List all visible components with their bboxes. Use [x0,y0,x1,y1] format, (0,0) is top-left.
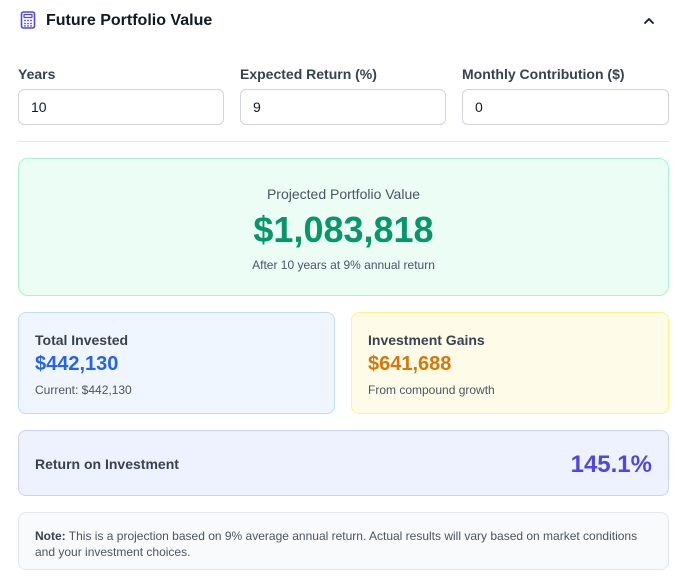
projected-value: $1,083,818 [253,209,434,250]
roi-value: 145.1% [570,451,652,478]
panel-header[interactable]: Future Portfolio Value [0,0,683,42]
investment-gains-label: Investment Gains [368,332,485,348]
projected-value-label: Projected Portfolio Value [266,186,421,202]
calculator-icon [19,11,37,29]
total-invested-value: $442,130 [35,353,119,375]
chevron-up-icon[interactable] [639,11,659,31]
investment-gains-value: $641,688 [368,353,452,375]
total-invested-label: Total Invested [35,332,129,348]
investment-gains-card: Investment Gains $641,688 From compound … [351,312,669,414]
note-prefix: Note: [35,529,66,543]
projected-value-subtitle: After 10 years at 9% annual return [252,258,435,272]
expected-return-label: Expected Return (%) [240,66,377,82]
monthly-contribution-input[interactable] [462,89,669,125]
section-divider [18,141,669,142]
years-label: Years [18,66,56,82]
roi-card: Return on Investment 145.1% [18,430,669,496]
total-invested-card: Total Invested $442,130 Current: $442,13… [18,312,335,414]
panel-title: Future Portfolio Value [46,12,213,29]
years-input[interactable] [18,89,224,125]
expected-return-input[interactable] [240,89,446,125]
projected-value-card: Projected Portfolio Value $1,083,818 Aft… [18,158,669,296]
disclaimer-note: Note: This is a projection based on 9% a… [18,512,669,570]
monthly-contribution-label: Monthly Contribution ($) [462,66,625,82]
note-text: This is a projection based on 9% average… [35,529,638,559]
total-invested-subtitle: Current: $442,130 [35,383,132,397]
roi-label: Return on Investment [35,456,179,472]
investment-gains-subtitle: From compound growth [368,383,495,397]
